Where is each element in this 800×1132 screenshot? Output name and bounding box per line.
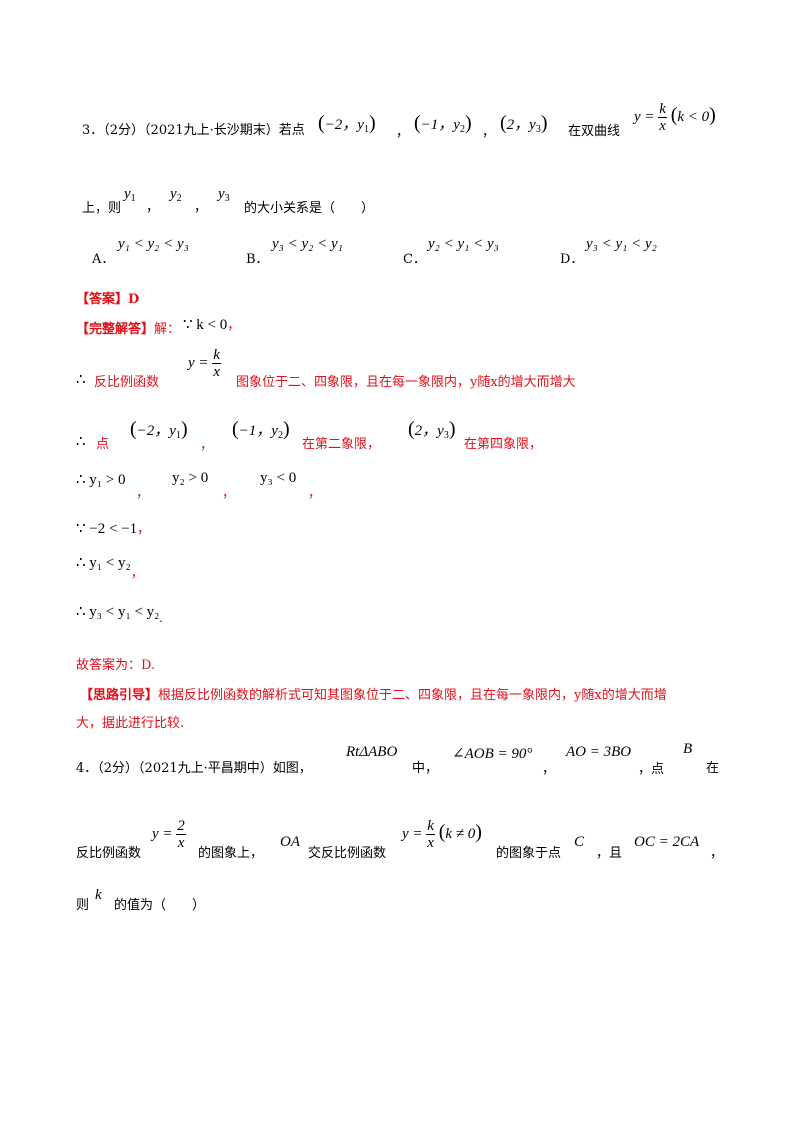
option-b-letter: B． <box>246 252 269 267</box>
hint-line-2: 大，据此进行比较. <box>76 716 185 731</box>
option-c: y₂ < y₁ < y₃ <box>428 236 499 252</box>
option-a: y₁ < y₂ < y₃ <box>118 236 189 252</box>
point-2: (−1，y2) <box>414 112 472 135</box>
point-1: (−2，y1) <box>318 112 376 135</box>
final-answer: 故答案为：D. <box>76 658 156 673</box>
solution-line-1: 【完整解答】解： <box>76 322 181 337</box>
option-b: y₃ < y₂ < y₁ <box>272 236 343 252</box>
q3-header: 3．（2分）（2021九上·长沙期末）若点 <box>82 123 305 138</box>
point-3: (2，y3) <box>500 112 548 135</box>
hint-line-1: 【思路引导】根据反比例函数的解析式可知其图象位于二、四象限，且在每一象限内，y随… <box>80 688 667 703</box>
option-a-letter: A． <box>92 252 115 267</box>
option-c-letter: C． <box>403 252 426 267</box>
option-d-letter: D． <box>560 252 584 267</box>
answer-label: 【答案】D <box>76 292 140 307</box>
option-d: y₃ < y₁ < y₂ <box>586 236 657 252</box>
q4-header: 4．（2分）（2021九上·平昌期中）如图， <box>76 761 312 776</box>
